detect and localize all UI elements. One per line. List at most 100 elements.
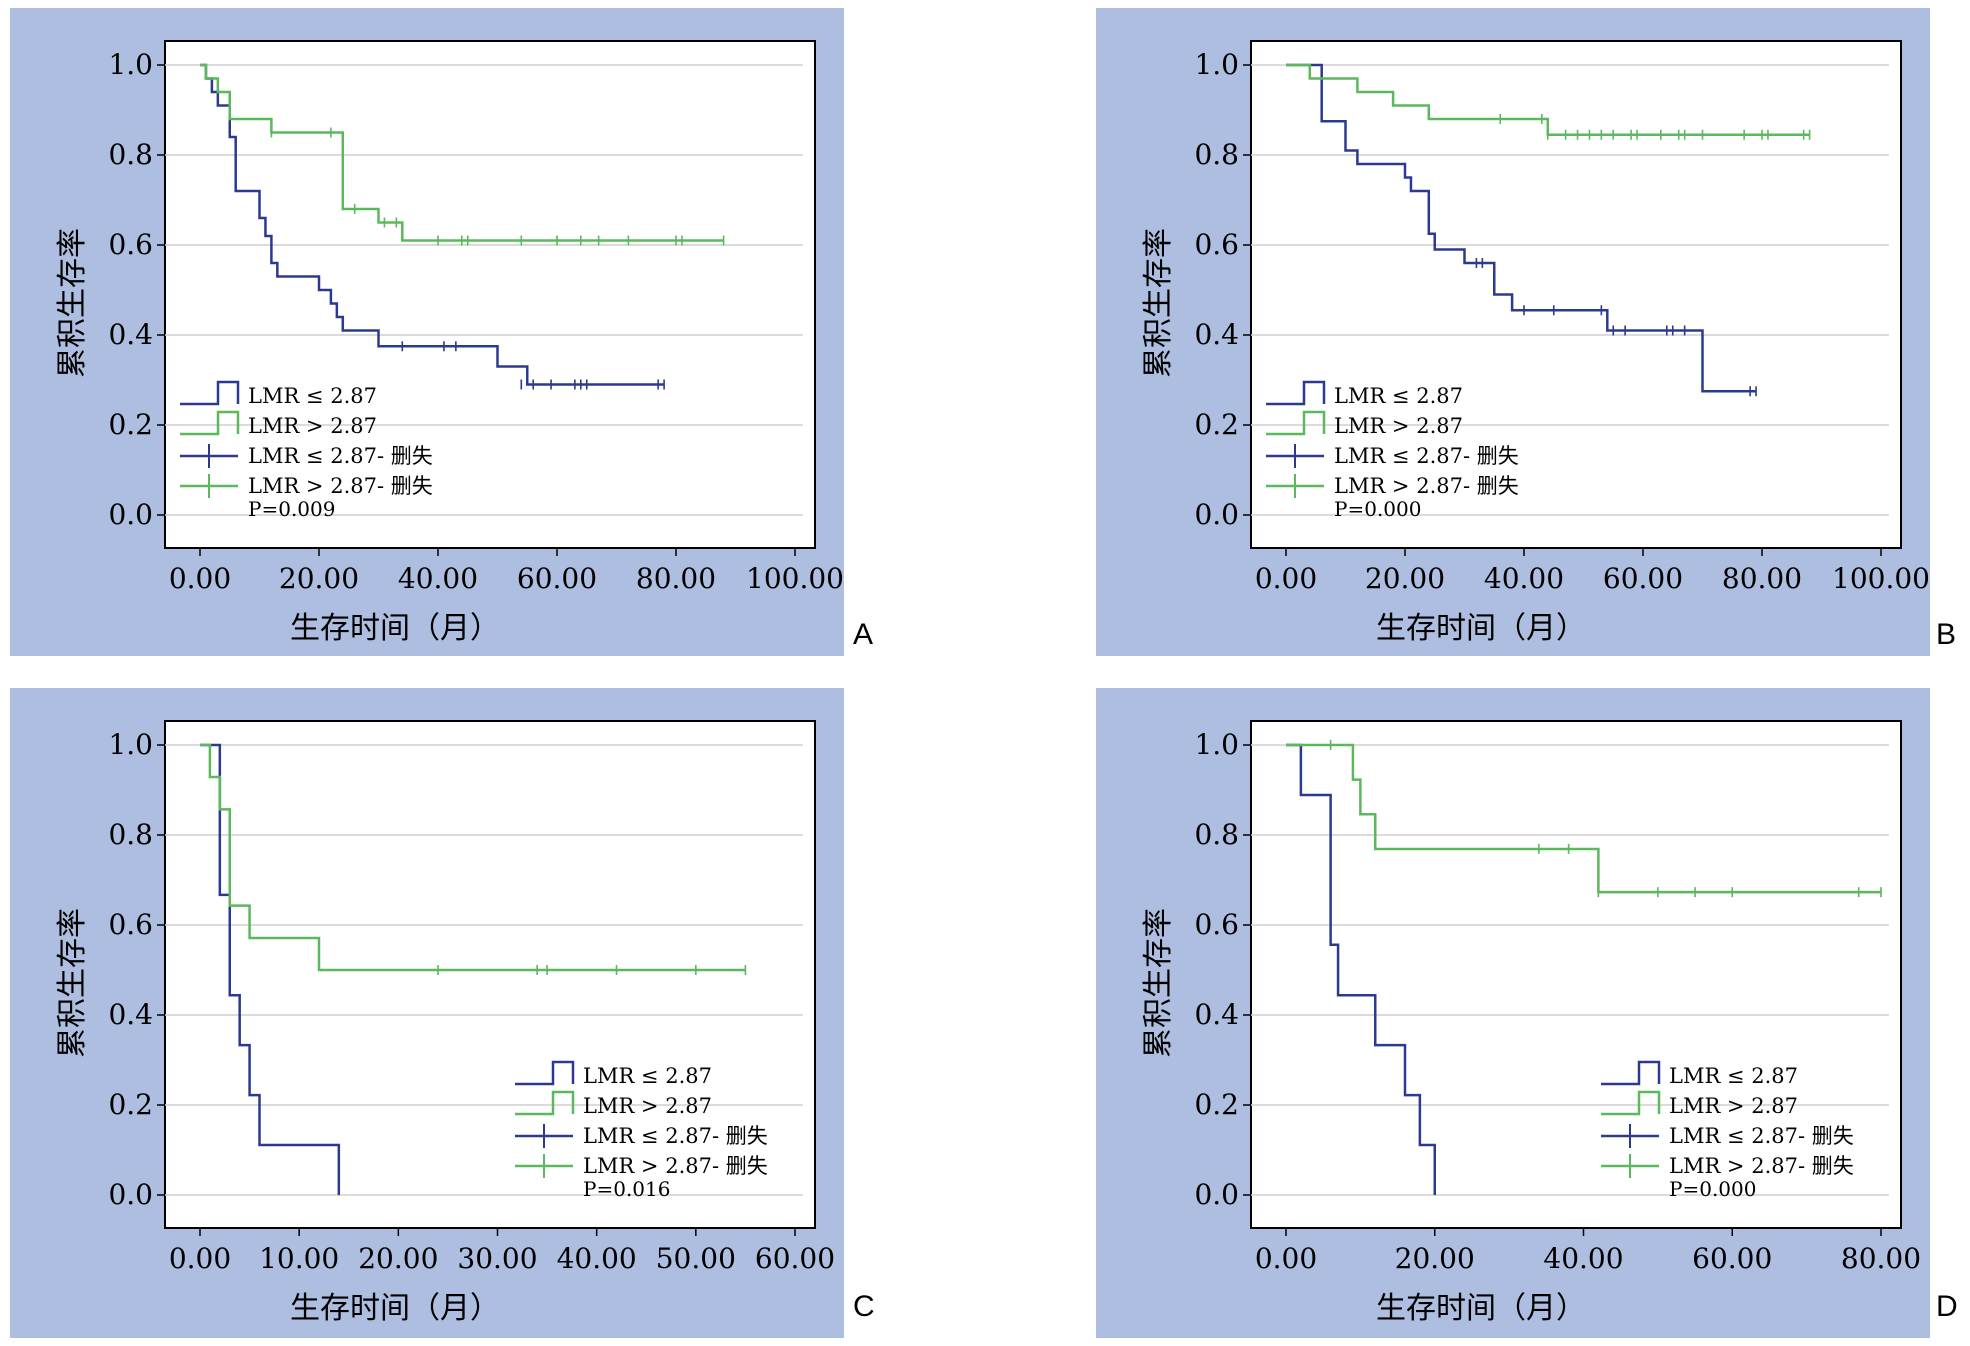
panel-letter-c: C bbox=[853, 1290, 875, 1323]
legend-label: LMR > 2.87 bbox=[1334, 414, 1463, 438]
y-tick-label: 0.0 bbox=[108, 498, 153, 531]
legend-label: LMR > 2.87- 删失 bbox=[1669, 1154, 1854, 1178]
legend-label: LMR > 2.87- 删失 bbox=[583, 1154, 768, 1178]
km-curve-low bbox=[1286, 63, 1757, 393]
x-tick-label: 0.00 bbox=[1255, 1242, 1317, 1275]
x-tick-label: 50.00 bbox=[656, 1242, 736, 1275]
legend-label: LMR ≤ 2.87 bbox=[583, 1064, 712, 1088]
km-chart-d: 0.0 0.2 0.4 0.6 0.8 1.0 0.00 20.00 40.00 60.00 80.… bbox=[1096, 688, 1930, 1338]
y-tick-label: 1.0 bbox=[108, 48, 153, 81]
panel-letter-d: D bbox=[1936, 1290, 1958, 1323]
km-chart-a: 0.0 0.2 0.4 0.6 0.8 1.0 0.00 20.00 40.00 60.00 80.… bbox=[10, 8, 844, 656]
legend-label: LMR ≤ 2.87 bbox=[1669, 1064, 1798, 1088]
legend-label: LMR ≤ 2.87- 删失 bbox=[1669, 1124, 1854, 1148]
y-tick-label: 0.6 bbox=[108, 908, 153, 941]
legend-label: LMR ≤ 2.87- 删失 bbox=[248, 444, 433, 468]
panel-letter-a: A bbox=[853, 618, 874, 651]
legend-label: LMR > 2.87 bbox=[583, 1094, 712, 1118]
legend-step-symbol bbox=[1266, 380, 1326, 406]
y-tick-label: 0.4 bbox=[1194, 318, 1239, 351]
y-tick-label: 1.0 bbox=[1194, 728, 1239, 761]
km-panel-b: 0.0 0.2 0.4 0.6 0.8 1.0 0.00 20.00 40.00 60.00 80.… bbox=[1096, 8, 1930, 656]
legend-label: LMR > 2.87- 删失 bbox=[248, 474, 433, 498]
y-tick-label: 1.0 bbox=[108, 728, 153, 761]
x-tick-label: 100.00 bbox=[746, 562, 844, 595]
x-tick-label: 10.00 bbox=[259, 1242, 339, 1275]
x-tick-label: 20.00 bbox=[1395, 1242, 1475, 1275]
y-tick-label: 0.0 bbox=[1194, 1178, 1239, 1211]
p-value: P=0.000 bbox=[1669, 1177, 1756, 1201]
y-tick-label: 0.2 bbox=[108, 1088, 153, 1121]
x-tick-label: 40.00 bbox=[1484, 562, 1564, 595]
y-tick-label: 0.6 bbox=[1194, 908, 1239, 941]
x-tick-label: 0.00 bbox=[169, 1242, 231, 1275]
x-tick-label: 60.00 bbox=[755, 1242, 835, 1275]
legend-step-symbol bbox=[1266, 410, 1326, 436]
legend-step-symbol bbox=[1601, 1060, 1661, 1086]
y-tick-label: 0.8 bbox=[108, 138, 153, 171]
p-value: P=0.016 bbox=[583, 1177, 670, 1201]
km-curve-low bbox=[200, 743, 341, 1195]
p-value: P=0.009 bbox=[248, 497, 335, 521]
km-curve-low bbox=[200, 63, 665, 386]
km-curve-high bbox=[1286, 743, 1881, 894]
km-panel-a: 0.0 0.2 0.4 0.6 0.8 1.0 0.00 20.00 40.00 60.00 80.… bbox=[10, 8, 844, 656]
y-tick-label: 1.0 bbox=[1194, 48, 1239, 81]
x-tick-label: 80.00 bbox=[1841, 1242, 1921, 1275]
legend-label: LMR ≤ 2.87- 删失 bbox=[1334, 444, 1519, 468]
plot-area bbox=[1250, 720, 1902, 1229]
legend-step-symbol bbox=[515, 1060, 575, 1086]
y-axis-title: 累积生存率 bbox=[55, 908, 90, 1058]
y-tick-label: 0.2 bbox=[108, 408, 153, 441]
y-tick-label: 0.6 bbox=[1194, 228, 1239, 261]
km-chart-b: 0.0 0.2 0.4 0.6 0.8 1.0 0.00 20.00 40.00 60.00 80.… bbox=[1096, 8, 1930, 656]
panel-letter-b: B bbox=[1936, 618, 1957, 651]
legend-label: LMR > 2.87- 删失 bbox=[1334, 474, 1519, 498]
x-tick-label: 0.00 bbox=[1255, 562, 1317, 595]
y-tick-label: 0.4 bbox=[108, 318, 153, 351]
p-value: P=0.000 bbox=[1334, 497, 1421, 521]
x-tick-label: 20.00 bbox=[358, 1242, 438, 1275]
y-tick-label: 0.0 bbox=[1194, 498, 1239, 531]
x-tick-label: 100.00 bbox=[1832, 562, 1930, 595]
x-tick-label: 20.00 bbox=[1365, 562, 1445, 595]
legend-step-symbol bbox=[515, 1090, 575, 1116]
legend-label: LMR ≤ 2.87- 删失 bbox=[583, 1124, 768, 1148]
x-tick-label: 30.00 bbox=[457, 1242, 537, 1275]
plot-area bbox=[1250, 40, 1902, 549]
legend-step-symbol bbox=[180, 380, 240, 406]
x-tick-label: 40.00 bbox=[557, 1242, 637, 1275]
x-axis-title: 生存时间（月） bbox=[1376, 1291, 1586, 1326]
km-chart-c: 0.0 0.2 0.4 0.6 0.8 1.0 0.00 10.00 20.00 30.00 40.… bbox=[10, 688, 844, 1338]
y-tick-label: 0.2 bbox=[1194, 408, 1239, 441]
x-tick-label: 60.00 bbox=[1603, 562, 1683, 595]
y-tick-label: 0.2 bbox=[1194, 1088, 1239, 1121]
legend-label: LMR > 2.87 bbox=[1669, 1094, 1798, 1118]
legend-step-symbol bbox=[1601, 1090, 1661, 1116]
y-tick-label: 0.4 bbox=[1194, 998, 1239, 1031]
y-tick-label: 0.0 bbox=[108, 1178, 153, 1211]
y-tick-label: 0.8 bbox=[1194, 138, 1239, 171]
km-curve-high bbox=[200, 743, 746, 972]
km-panel-c: 0.0 0.2 0.4 0.6 0.8 1.0 0.00 10.00 20.00 30.00 40.… bbox=[10, 688, 844, 1338]
y-tick-label: 0.6 bbox=[108, 228, 153, 261]
y-axis-title: 累积生存率 bbox=[1141, 228, 1176, 378]
legend-step-symbol bbox=[180, 410, 240, 436]
x-axis-title: 生存时间（月） bbox=[1376, 611, 1586, 646]
x-tick-label: 40.00 bbox=[1543, 1242, 1623, 1275]
y-axis-title: 累积生存率 bbox=[55, 228, 90, 378]
plot-area bbox=[164, 40, 816, 549]
km-curve-high bbox=[1286, 63, 1810, 136]
legend-label: LMR > 2.87 bbox=[248, 414, 377, 438]
x-tick-label: 20.00 bbox=[279, 562, 359, 595]
x-tick-label: 60.00 bbox=[1692, 1242, 1772, 1275]
x-tick-label: 80.00 bbox=[1722, 562, 1802, 595]
x-tick-label: 80.00 bbox=[636, 562, 716, 595]
y-tick-label: 0.8 bbox=[1194, 818, 1239, 851]
x-tick-label: 60.00 bbox=[517, 562, 597, 595]
x-axis-title: 生存时间（月） bbox=[290, 1291, 500, 1326]
x-axis-title: 生存时间（月） bbox=[290, 611, 500, 646]
y-tick-label: 0.8 bbox=[108, 818, 153, 851]
km-panel-d: 0.0 0.2 0.4 0.6 0.8 1.0 0.00 20.00 40.00 60.00 80.… bbox=[1096, 688, 1930, 1338]
x-tick-label: 0.00 bbox=[169, 562, 231, 595]
